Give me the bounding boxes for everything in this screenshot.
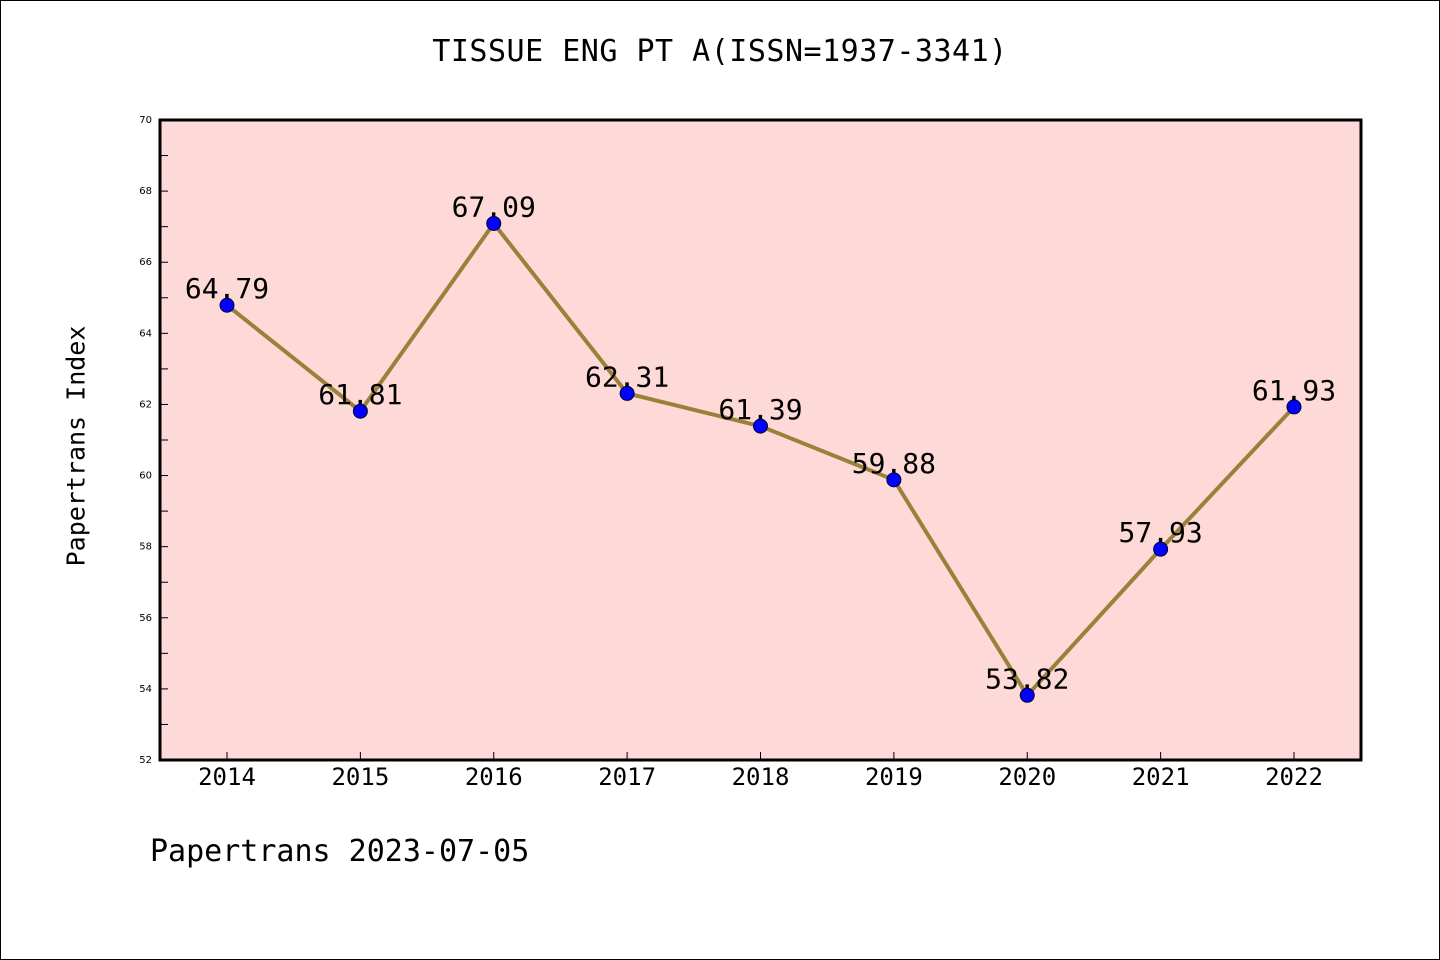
data-point [753,418,768,434]
data-point [219,297,235,313]
data-label: 61.93 [1252,374,1336,407]
data-point [1153,541,1169,557]
x-tick-label: 2016 [465,763,523,791]
x-tick-label: 2019 [865,763,923,791]
x-tick-label: 2022 [1265,763,1323,791]
data-point [1286,399,1302,415]
data-point [352,403,368,419]
y-tick-label: 70 [139,115,152,126]
x-tick-label: 2018 [732,763,790,791]
plot-area [158,118,1363,762]
y-tick-label: 62 [139,399,152,410]
data-label: 57.93 [1118,516,1202,549]
x-axis: 2014 2015 2016 2017 2018 2019 2020 2021 2022 [198,752,1323,791]
x-tick-label: 2014 [198,763,256,791]
footer-note: Papertrans 2023-07-05 [150,834,530,869]
x-tick-label: 2017 [598,763,656,791]
data-label: 59.88 [852,447,936,480]
y-tick-label: 68 [139,186,152,197]
y-tick-label: 56 [139,613,152,624]
y-tick-label: 66 [139,257,152,268]
y-tick-label: 60 [139,471,152,482]
data-labels: 64.79 61.81 67.09 62.31 61.39 59.88 53.82 57.93… [185,190,1336,695]
data-point [486,215,502,231]
y-axis: 52 54 56 58 60 62 64 66 68 70 [139,115,168,766]
y-tick-label: 52 [139,755,152,766]
data-label: 62.31 [585,360,669,393]
data-label: 53.82 [985,662,1069,695]
y-tick-label: 58 [139,542,152,553]
data-markers [219,215,1302,703]
data-label: 61.39 [718,393,802,426]
y-tick-label: 54 [139,684,152,695]
chart-title: TISSUE ENG PT A(ISSN=1937-3341) [432,34,1008,69]
x-tick-label: 2015 [331,763,389,791]
data-label: 61.81 [318,378,402,411]
data-label: 64.79 [185,272,269,305]
x-tick-label: 2020 [998,763,1056,791]
x-tick-label: 2021 [1132,763,1190,791]
data-point [1019,687,1035,703]
y-tick-label: 64 [139,328,152,339]
data-point [886,472,902,488]
data-point [619,385,635,401]
data-label: 67.09 [452,190,536,223]
